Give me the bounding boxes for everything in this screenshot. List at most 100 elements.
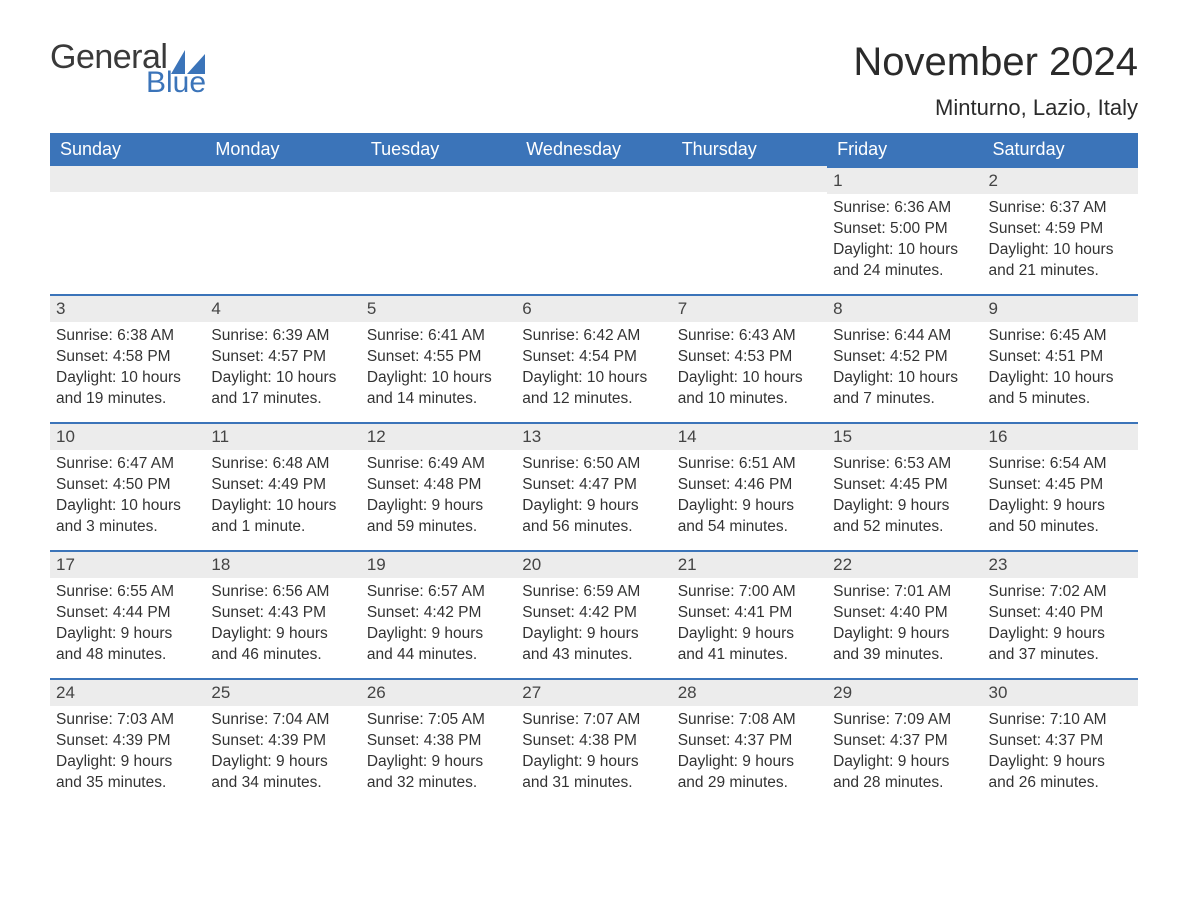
calendar-empty-cell	[516, 166, 671, 294]
empty-day-bar	[361, 166, 516, 192]
calendar-week-row: 10 Sunrise: 6:47 AMSunset: 4:50 PMDayligh…	[50, 422, 1138, 550]
day-info: Sunrise: 7:02 AMSunset: 4:40 PMDaylight:…	[989, 582, 1132, 666]
sunrise-line: Sunrise: 6:39 AM	[211, 326, 354, 347]
sunrise-line: Sunrise: 6:42 AM	[522, 326, 665, 347]
daylight-line: Daylight: 10 hours and 7 minutes.	[833, 368, 976, 410]
day-number: 22	[827, 550, 982, 578]
calendar-day-cell: 23 Sunrise: 7:02 AMSunset: 4:40 PMDayligh…	[983, 550, 1138, 678]
calendar-day-cell: 28Sunrise: 7:08 AMSunset: 4:37 PMDayligh…	[672, 678, 827, 806]
day-number: 18	[205, 550, 360, 578]
sunrise-line: Sunrise: 7:07 AM	[522, 710, 665, 731]
day-info: Sunrise: 7:10 AMSunset: 4:37 PMDaylight:…	[989, 710, 1132, 794]
weekday-header: Sunday	[50, 133, 205, 166]
sunrise-line: Sunrise: 7:01 AM	[833, 582, 976, 603]
calendar-day-cell: 7Sunrise: 6:43 AMSunset: 4:53 PMDaylight…	[672, 294, 827, 422]
day-info: Sunrise: 7:03 AMSunset: 4:39 PMDaylight:…	[56, 710, 199, 794]
sunrise-line: Sunrise: 6:51 AM	[678, 454, 821, 475]
logo: General Blue	[50, 40, 206, 98]
sunrise-line: Sunrise: 6:41 AM	[367, 326, 510, 347]
sunrise-line: Sunrise: 7:05 AM	[367, 710, 510, 731]
calendar-day-cell: 24Sunrise: 7:03 AMSunset: 4:39 PMDayligh…	[50, 678, 205, 806]
day-info: Sunrise: 6:44 AMSunset: 4:52 PMDaylight:…	[833, 326, 976, 410]
sunrise-line: Sunrise: 6:57 AM	[367, 582, 510, 603]
daylight-line: Daylight: 10 hours and 19 minutes.	[56, 368, 199, 410]
day-info: Sunrise: 7:07 AMSunset: 4:38 PMDaylight:…	[522, 710, 665, 794]
sunset-line: Sunset: 4:46 PM	[678, 475, 821, 496]
daylight-line: Daylight: 9 hours and 34 minutes.	[211, 752, 354, 794]
calendar-day-cell: 3 Sunrise: 6:38 AMSunset: 4:58 PMDaylight…	[50, 294, 205, 422]
day-info: Sunrise: 6:51 AMSunset: 4:46 PMDaylight:…	[678, 454, 821, 538]
day-number: 14	[672, 422, 827, 450]
daylight-line: Daylight: 10 hours and 5 minutes.	[989, 368, 1132, 410]
daylight-line: Daylight: 10 hours and 17 minutes.	[211, 368, 354, 410]
sunset-line: Sunset: 4:38 PM	[522, 731, 665, 752]
calendar-day-cell: 10 Sunrise: 6:47 AMSunset: 4:50 PMDayligh…	[50, 422, 205, 550]
calendar-day-cell: 11Sunrise: 6:48 AMSunset: 4:49 PMDayligh…	[205, 422, 360, 550]
calendar-table: SundayMondayTuesdayWednesdayThursdayFrid…	[50, 133, 1138, 806]
empty-day-bar	[672, 166, 827, 192]
day-number: 17	[50, 550, 205, 578]
daylight-line: Daylight: 9 hours and 56 minutes.	[522, 496, 665, 538]
sunset-line: Sunset: 4:59 PM	[989, 219, 1132, 240]
day-number: 11	[205, 422, 360, 450]
calendar-day-cell: 9Sunrise: 6:45 AMSunset: 4:51 PMDaylight…	[983, 294, 1138, 422]
day-info: Sunrise: 6:49 AMSunset: 4:48 PMDaylight:…	[367, 454, 510, 538]
day-number: 23	[983, 550, 1138, 578]
day-number: 2	[983, 166, 1138, 194]
sunset-line: Sunset: 4:57 PM	[211, 347, 354, 368]
sunrise-line: Sunrise: 6:55 AM	[56, 582, 199, 603]
day-info: Sunrise: 6:43 AMSunset: 4:53 PMDaylight:…	[678, 326, 821, 410]
weekday-header: Monday	[205, 133, 360, 166]
calendar-day-cell: 27 Sunrise: 7:07 AMSunset: 4:38 PMDayligh…	[516, 678, 671, 806]
calendar-week-row: 17Sunrise: 6:55 AMSunset: 4:44 PMDayligh…	[50, 550, 1138, 678]
day-number: 29	[827, 678, 982, 706]
sunset-line: Sunset: 4:37 PM	[989, 731, 1132, 752]
day-info: Sunrise: 6:42 AMSunset: 4:54 PMDaylight:…	[522, 326, 665, 410]
calendar-day-cell: 21Sunrise: 7:00 AMSunset: 4:41 PMDayligh…	[672, 550, 827, 678]
sunset-line: Sunset: 4:54 PM	[522, 347, 665, 368]
day-info: Sunrise: 6:57 AMSunset: 4:42 PMDaylight:…	[367, 582, 510, 666]
calendar-day-cell: 16Sunrise: 6:54 AMSunset: 4:45 PMDayligh…	[983, 422, 1138, 550]
calendar-day-cell: 19Sunrise: 6:57 AMSunset: 4:42 PMDayligh…	[361, 550, 516, 678]
day-info: Sunrise: 6:50 AMSunset: 4:47 PMDaylight:…	[522, 454, 665, 538]
sunset-line: Sunset: 4:51 PM	[989, 347, 1132, 368]
sunset-line: Sunset: 4:47 PM	[522, 475, 665, 496]
sunrise-line: Sunrise: 7:04 AM	[211, 710, 354, 731]
day-info: Sunrise: 7:05 AMSunset: 4:38 PMDaylight:…	[367, 710, 510, 794]
sunset-line: Sunset: 4:37 PM	[678, 731, 821, 752]
calendar-day-cell: 26Sunrise: 7:05 AMSunset: 4:38 PMDayligh…	[361, 678, 516, 806]
sunrise-line: Sunrise: 6:50 AM	[522, 454, 665, 475]
day-info: Sunrise: 7:00 AMSunset: 4:41 PMDaylight:…	[678, 582, 821, 666]
day-info: Sunrise: 6:47 AMSunset: 4:50 PMDaylight:…	[56, 454, 199, 538]
day-number: 27	[516, 678, 671, 706]
sunset-line: Sunset: 4:55 PM	[367, 347, 510, 368]
day-number: 25	[205, 678, 360, 706]
day-number: 10	[50, 422, 205, 450]
daylight-line: Daylight: 10 hours and 1 minute.	[211, 496, 354, 538]
day-info: Sunrise: 6:56 AMSunset: 4:43 PMDaylight:…	[211, 582, 354, 666]
sunrise-line: Sunrise: 6:49 AM	[367, 454, 510, 475]
sunset-line: Sunset: 5:00 PM	[833, 219, 976, 240]
day-number: 4	[205, 294, 360, 322]
logo-text-blue: Blue	[146, 68, 206, 98]
title-block: November 2024 Minturno, Lazio, Italy	[853, 40, 1138, 121]
weekday-header: Tuesday	[361, 133, 516, 166]
daylight-line: Daylight: 9 hours and 48 minutes.	[56, 624, 199, 666]
day-number: 13	[516, 422, 671, 450]
sunrise-line: Sunrise: 7:09 AM	[833, 710, 976, 731]
day-info: Sunrise: 6:38 AMSunset: 4:58 PMDaylight:…	[56, 326, 199, 410]
sunset-line: Sunset: 4:50 PM	[56, 475, 199, 496]
daylight-line: Daylight: 9 hours and 31 minutes.	[522, 752, 665, 794]
daylight-line: Daylight: 10 hours and 24 minutes.	[833, 240, 976, 282]
sunrise-line: Sunrise: 6:48 AM	[211, 454, 354, 475]
calendar-empty-cell	[205, 166, 360, 294]
calendar-header-row: SundayMondayTuesdayWednesdayThursdayFrid…	[50, 133, 1138, 166]
calendar-day-cell: 15Sunrise: 6:53 AMSunset: 4:45 PMDayligh…	[827, 422, 982, 550]
sunset-line: Sunset: 4:37 PM	[833, 731, 976, 752]
empty-day-bar	[50, 166, 205, 192]
sunrise-line: Sunrise: 7:08 AM	[678, 710, 821, 731]
weekday-header: Wednesday	[516, 133, 671, 166]
sunset-line: Sunset: 4:42 PM	[522, 603, 665, 624]
daylight-line: Daylight: 9 hours and 29 minutes.	[678, 752, 821, 794]
day-number: 3	[50, 294, 205, 322]
